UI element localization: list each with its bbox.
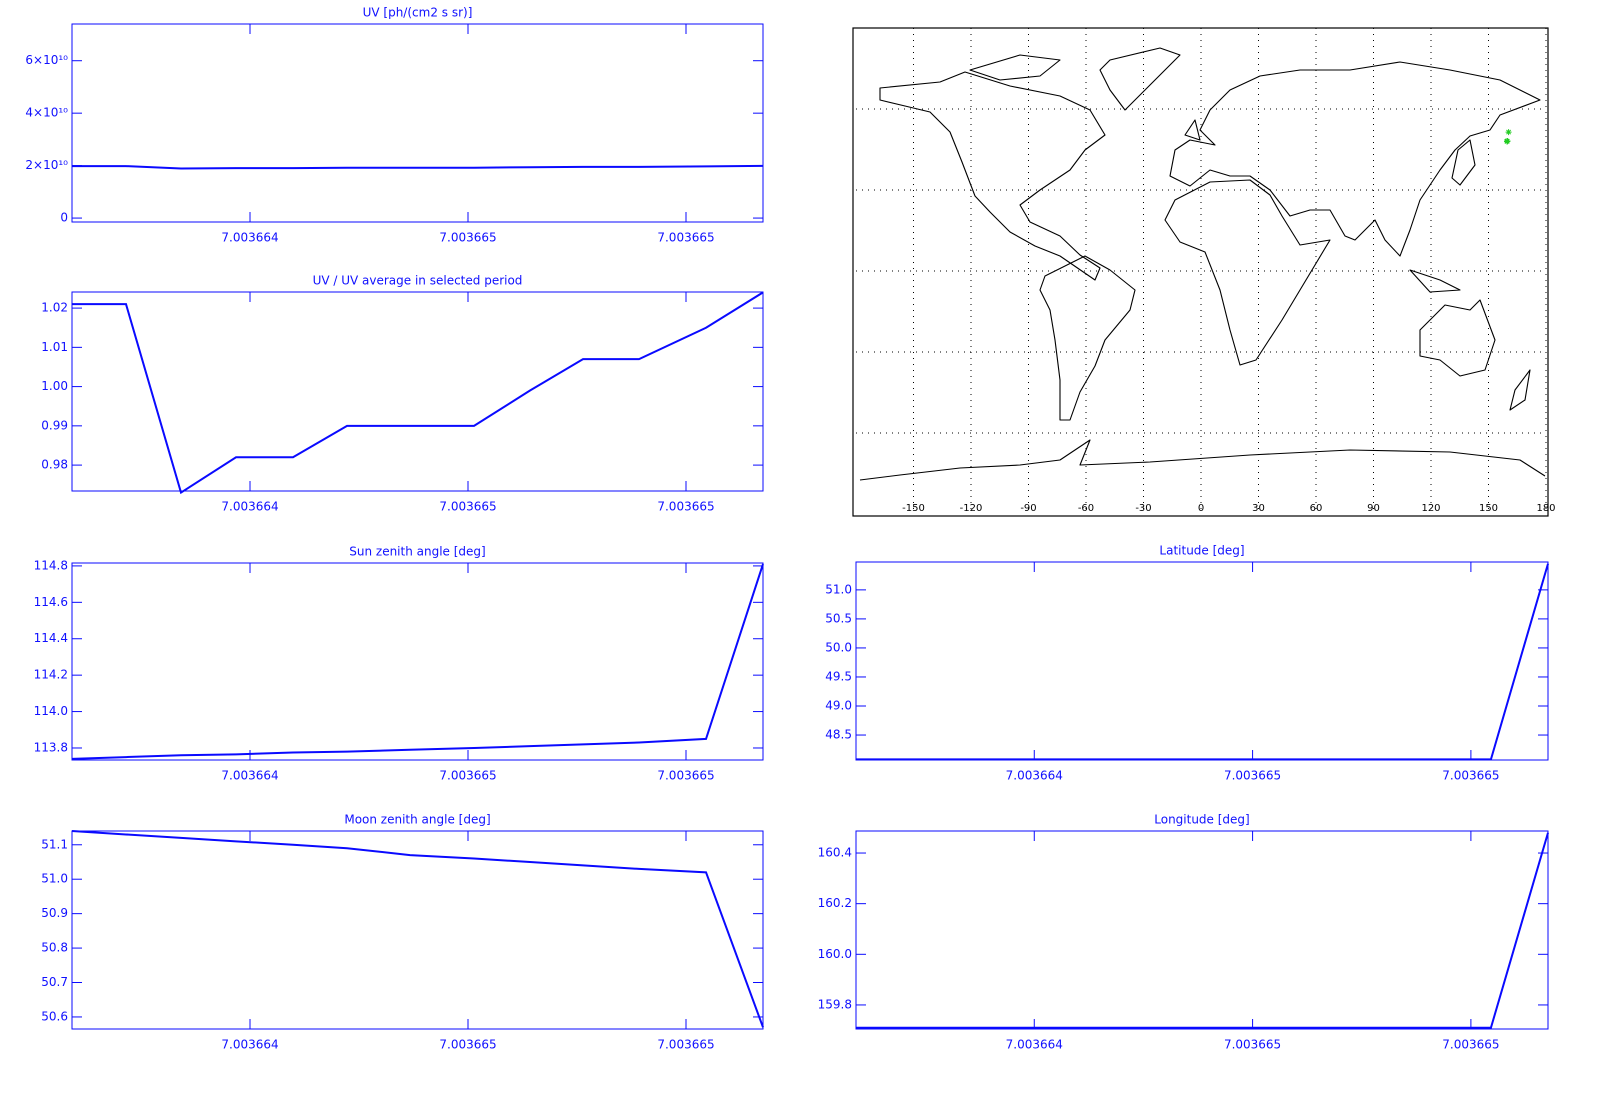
x-tick-label: 7.003664 <box>1006 1038 1063 1052</box>
x-tick-label: 7.003664 <box>221 231 278 245</box>
plot-frame <box>71 291 764 492</box>
plot-frame <box>71 830 764 1030</box>
x-tick-label: -90 <box>1020 503 1036 514</box>
chart-title: Moon zenith angle [deg] <box>344 813 490 827</box>
y-tick-label: 0 <box>60 211 68 225</box>
y-tick-label: 50.6 <box>41 1009 68 1023</box>
x-tick-label: 7.003665 <box>439 1038 496 1052</box>
x-tick-label: 7.003664 <box>221 1038 278 1052</box>
x-tick-label: 30 <box>1252 503 1265 514</box>
coastline <box>1419 299 1531 411</box>
x-tick-label: 7.003665 <box>657 231 714 245</box>
x-tick-label: 60 <box>1310 503 1323 514</box>
x-tick-label: 90 <box>1367 503 1380 514</box>
chart-title: UV / UV average in selected period <box>313 274 523 288</box>
y-tick-label: 50.0 <box>825 640 852 654</box>
y-tick-label: 113.8 <box>34 740 68 754</box>
coastline <box>1039 255 1136 421</box>
coastline <box>879 71 1106 281</box>
track-marker <box>1504 138 1511 145</box>
y-tick-label: 0.98 <box>41 458 68 472</box>
x-tick-label: 180 <box>1536 503 1555 514</box>
x-tick-label: 7.003665 <box>439 231 496 245</box>
track-marker <box>1505 129 1512 136</box>
x-tick-label: 7.003665 <box>1224 769 1281 783</box>
data-line <box>72 164 764 170</box>
x-tick-label: 7.003665 <box>1224 1038 1281 1052</box>
coastline <box>1164 179 1331 366</box>
y-tick-label: 114.4 <box>34 631 68 645</box>
plot-frame <box>71 23 764 223</box>
data-line <box>856 563 1549 761</box>
chart-title: Latitude [deg] <box>1159 544 1244 558</box>
plot-frame <box>855 830 1549 1030</box>
y-tick-label: 50.7 <box>41 975 68 989</box>
y-tick-label: 114.2 <box>34 668 68 682</box>
x-tick-label: 7.003665 <box>657 1038 714 1052</box>
y-tick-label: 159.8 <box>818 997 852 1011</box>
x-tick-label: 150 <box>1479 503 1498 514</box>
y-tick-label: 48.5 <box>825 728 852 742</box>
plot-frame <box>855 561 1549 761</box>
x-tick-label: 0 <box>1198 503 1204 514</box>
x-tick-label: -60 <box>1078 503 1094 514</box>
y-tick-label: 49.0 <box>825 699 852 713</box>
x-tick-label: 7.003664 <box>221 500 278 514</box>
x-tick-label: 7.003665 <box>657 500 714 514</box>
chart-title: Longitude [deg] <box>1154 813 1249 827</box>
y-tick-label: 2×10¹⁰ <box>25 158 68 172</box>
data-line <box>72 291 764 495</box>
y-tick-label: 50.9 <box>41 906 68 920</box>
x-tick-label: -120 <box>960 503 983 514</box>
y-tick-label: 160.2 <box>818 896 852 910</box>
coastline <box>1184 119 1476 293</box>
y-tick-label: 51.0 <box>825 582 852 596</box>
y-tick-label: 160.4 <box>818 846 852 860</box>
coastline <box>1099 47 1181 111</box>
y-tick-label: 49.5 <box>825 669 852 683</box>
y-tick-label: 0.99 <box>41 418 68 432</box>
y-tick-label: 114.6 <box>34 595 68 609</box>
x-tick-label: -30 <box>1135 503 1151 514</box>
x-tick-label: 7.003665 <box>439 500 496 514</box>
x-tick-label: 7.003664 <box>1006 769 1063 783</box>
y-tick-label: 50.5 <box>825 611 852 625</box>
x-tick-label: -150 <box>902 503 925 514</box>
chart-title: UV [ph/(cm2 s sr)] <box>363 6 473 20</box>
x-tick-label: 7.003665 <box>657 769 714 783</box>
coastline <box>859 439 1546 481</box>
y-tick-label: 1.01 <box>41 340 68 354</box>
y-tick-label: 114.0 <box>34 704 68 718</box>
y-tick-label: 114.8 <box>34 558 68 572</box>
y-tick-label: 1.02 <box>41 301 68 315</box>
y-tick-label: 160.0 <box>818 947 852 961</box>
x-tick-label: 120 <box>1421 503 1440 514</box>
x-tick-label: 7.003665 <box>439 769 496 783</box>
y-tick-label: 50.8 <box>41 941 68 955</box>
data-line <box>856 832 1549 1029</box>
chart-title: Sun zenith angle [deg] <box>349 545 485 559</box>
plot-frame <box>71 562 764 761</box>
y-tick-label: 4×10¹⁰ <box>25 106 68 120</box>
data-line <box>71 830 764 1028</box>
x-tick-label: 7.003665 <box>1442 1038 1499 1052</box>
y-tick-label: 6×10¹⁰ <box>25 53 68 67</box>
x-tick-label: 7.003664 <box>221 769 278 783</box>
y-tick-label: 51.0 <box>41 872 68 886</box>
coastline <box>1169 61 1541 257</box>
coastline <box>969 54 1061 81</box>
data-line <box>71 563 764 760</box>
y-tick-label: 51.1 <box>41 837 68 851</box>
y-tick-label: 1.00 <box>41 379 68 393</box>
x-tick-label: 7.003665 <box>1442 769 1499 783</box>
